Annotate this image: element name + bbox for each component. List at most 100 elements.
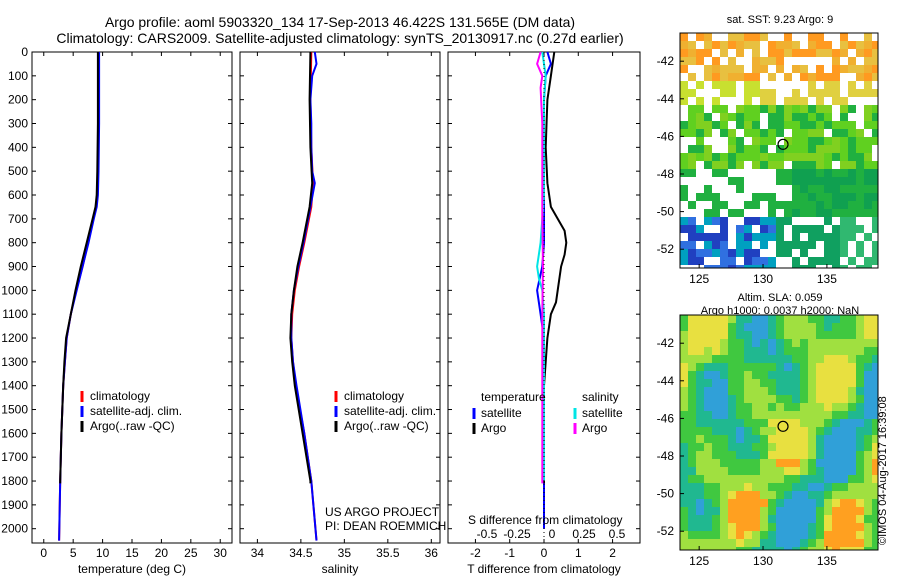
sla-map-cell	[808, 387, 816, 395]
sla-map-cell	[792, 443, 800, 451]
sla-map-cell	[752, 315, 760, 323]
sst-map-cell	[680, 169, 688, 177]
sst-map-cell	[752, 65, 760, 73]
sla-map-cell	[712, 451, 720, 459]
sla-map-cell	[728, 347, 736, 355]
sst-map-cell	[784, 201, 792, 209]
sla-map-cell	[864, 515, 872, 523]
sst-map-cell	[696, 145, 704, 153]
sla-map-cell	[752, 395, 760, 403]
sst-map-cell	[776, 49, 784, 57]
sst-map-cell	[792, 257, 800, 265]
sst-map-cell	[864, 209, 872, 217]
sla-map-cell	[760, 411, 768, 419]
sla-map-cell	[680, 459, 688, 467]
sla-map-cell	[752, 451, 760, 459]
sst-map-cell	[728, 257, 736, 265]
sla-map-cell	[712, 387, 720, 395]
sst-map-cell	[688, 153, 696, 161]
sst-map-cell	[824, 121, 832, 129]
sst-map-cell	[792, 225, 800, 233]
sla-map-cell	[680, 371, 688, 379]
sla-map-cell	[864, 387, 872, 395]
sst-map-cell	[840, 49, 848, 57]
sla-map-cell	[856, 371, 864, 379]
sst-map-cell	[872, 49, 878, 57]
sla-map-cell	[712, 483, 720, 491]
sst-map-cell	[864, 161, 872, 169]
sla-map-cell	[832, 403, 840, 411]
sla-map-cell	[744, 323, 752, 331]
sla-map-cell	[872, 483, 878, 491]
sst-map-cell	[792, 105, 800, 113]
sla-map-cell	[808, 499, 816, 507]
sla-map-cell	[784, 499, 792, 507]
sla-map-cell	[752, 411, 760, 419]
sst-map-cell	[776, 129, 784, 137]
sst-map-cell	[864, 113, 872, 121]
sst-map-cell	[800, 193, 808, 201]
sst-map-cell	[832, 201, 840, 209]
sla-map-cell	[736, 539, 744, 547]
sst-map-cell	[728, 81, 736, 89]
sst-map-cell	[768, 105, 776, 113]
sla-map-cell	[720, 547, 728, 550]
sla-map-cell	[808, 443, 816, 451]
legend-salinity-title: salinity	[582, 390, 619, 404]
sla-map-cell	[864, 379, 872, 387]
sla-map-cell	[776, 347, 784, 355]
depth-tick-label: 1000	[1, 283, 28, 297]
sla-map-cell	[744, 395, 752, 403]
sla-map-cell	[832, 539, 840, 547]
sla-map-cell	[784, 355, 792, 363]
sst-map-cell	[720, 65, 728, 73]
sla-map-cell	[720, 475, 728, 483]
sla-map-cell	[872, 363, 878, 371]
sst-map-cell	[784, 41, 792, 49]
project-label: US ARGO PROJECT	[325, 505, 440, 519]
sla-map-cell	[816, 443, 824, 451]
sst-map-cell	[832, 241, 840, 249]
sla-map-cell	[736, 467, 744, 475]
sst-map-cell	[816, 209, 824, 217]
difference-series-line	[536, 51, 544, 484]
sst-map-cell	[736, 265, 744, 268]
sla-map-cell	[824, 459, 832, 467]
sla-map-cell	[792, 515, 800, 523]
sst-map-cell	[688, 249, 696, 257]
sla-map-cell	[792, 363, 800, 371]
sst-map-cell	[808, 209, 816, 217]
sst-map-cell	[752, 137, 760, 145]
sla-map-cell	[784, 379, 792, 387]
sla-map-title-line2: Argo h1000: 0.0037 h2000: NaN	[700, 305, 860, 317]
sla-map-cell	[776, 491, 784, 499]
sla-map-cell	[744, 379, 752, 387]
sst-map-cell	[768, 225, 776, 233]
sst-map-cell	[832, 153, 840, 161]
sst-map-cell	[800, 209, 808, 217]
sla-map-cell	[784, 395, 792, 403]
sst-map-cell	[776, 57, 784, 65]
sla-map-cell	[872, 387, 878, 395]
sst-map-cell	[784, 169, 792, 177]
sst-map-cell	[768, 129, 776, 137]
sla-map-cell	[736, 427, 744, 435]
sst-map-cell	[800, 177, 808, 185]
sst-map-cell	[752, 233, 760, 241]
sst-map-cell	[760, 257, 768, 265]
sla-map-cell	[688, 363, 696, 371]
sla-map-cell	[856, 515, 864, 523]
sst-map-cell	[768, 193, 776, 201]
sla-map-cell	[736, 323, 744, 331]
sla-map-cell	[840, 531, 848, 539]
sst-map-cell	[840, 217, 848, 225]
sla-map-cell	[768, 523, 776, 531]
sla-map-cell	[720, 499, 728, 507]
sst-map-cell	[776, 225, 784, 233]
sst-map-cell	[720, 153, 728, 161]
sla-map-cell	[872, 531, 878, 539]
sst-map-cell	[728, 137, 736, 145]
sst-map-cell	[800, 105, 808, 113]
sla-map-cell	[848, 355, 856, 363]
sst-map-cell	[752, 129, 760, 137]
